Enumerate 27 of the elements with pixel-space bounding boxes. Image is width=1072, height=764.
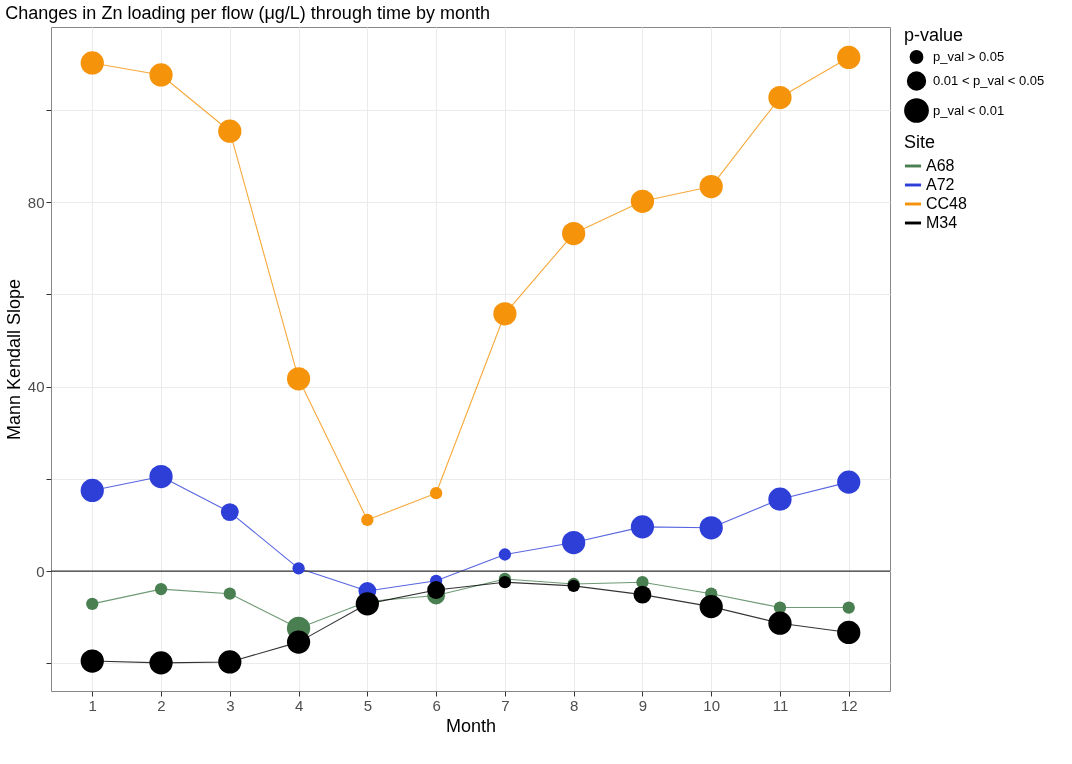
- x-tick-label: 8: [569, 696, 579, 714]
- x-tick-label: 5: [363, 696, 373, 714]
- x-tick-label: 1: [88, 696, 97, 714]
- legend-label: M34: [926, 214, 958, 231]
- legend-label: A68: [926, 157, 955, 174]
- x-tick-label: 10: [703, 696, 721, 714]
- x-tick-label: 4: [294, 696, 304, 714]
- y-axis-title: Mann Kendall Slope: [3, 278, 24, 441]
- x-tick-label: 9: [638, 696, 648, 714]
- x-axis-title: Month: [445, 715, 497, 736]
- x-tick-label: 2: [157, 696, 166, 714]
- x-tick-label: 6: [432, 696, 441, 714]
- text: p-value: [904, 25, 964, 45]
- legend-label: p_val < 0.01: [933, 102, 1005, 118]
- y-tick-label: 0: [36, 562, 45, 580]
- y-tick-label: 40: [27, 378, 45, 396]
- x-tick-label: 3: [226, 696, 235, 714]
- y-tick-label: 80: [27, 193, 45, 211]
- legend-label: A72: [926, 176, 955, 193]
- legend-label: CC48: [926, 195, 968, 212]
- chart-title: Changes in Zn loading per flow (μg/L) through time by month: [5, 3, 490, 23]
- legend-title: Site: [904, 132, 936, 152]
- legend-label: p_val > 0.05: [933, 49, 1005, 64]
- x-tick-label: 12: [840, 696, 858, 714]
- legend-label: 0.01 < p_val < 0.05: [933, 73, 1045, 88]
- x-tick-label: 7: [501, 696, 510, 714]
- x-tick-label: 11: [772, 696, 789, 714]
